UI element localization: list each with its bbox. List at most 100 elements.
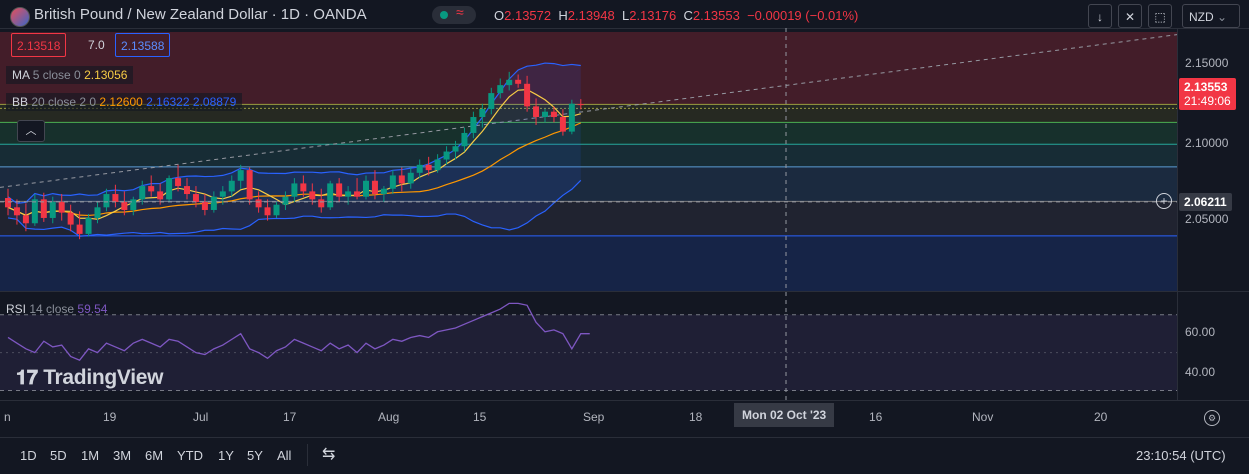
candle-body (345, 191, 352, 197)
candle-body (577, 104, 584, 106)
candle-body (479, 109, 486, 118)
fibonacci-zones (0, 28, 1249, 401)
fib-zone (0, 122, 1177, 145)
candle-body (103, 194, 110, 208)
candle-body (318, 199, 325, 208)
candle-body (94, 207, 101, 218)
date-tick: n (4, 410, 11, 424)
bb-basis-value: 2.12600 (99, 95, 143, 109)
sell-button[interactable]: 2.13518 (11, 33, 67, 57)
crosshair (0, 28, 1177, 400)
candles (5, 71, 584, 240)
range-1m[interactable]: 1M (81, 448, 100, 463)
candle-body (201, 202, 208, 210)
candle-body (336, 183, 343, 197)
symbol-title[interactable]: British Pound / New Zealand Dollar · 1D … (34, 6, 367, 23)
candle-body (139, 186, 146, 200)
range-ytd[interactable]: YTD (177, 448, 203, 463)
price-tick: 2.05000 (1185, 212, 1229, 226)
fib-zone (0, 144, 1177, 167)
rsi-legend[interactable]: RSI 14 close 59.54 (6, 302, 108, 316)
date-tick: 16 (869, 410, 883, 424)
candle-body (327, 183, 334, 208)
candle-body (22, 215, 29, 224)
date-range-calendar-icon[interactable]: ⇆ (322, 446, 336, 463)
collapse-legend-chevron-up-icon[interactable]: ︿ (17, 120, 45, 142)
candle-body (363, 180, 369, 197)
candle-body (550, 111, 557, 118)
close-value: 2.13553 (692, 8, 740, 23)
chevron-down-icon: ⌄ (1217, 10, 1228, 24)
utc-clock[interactable]: 23:10:54 (UTC) (1136, 448, 1226, 463)
crosshair-price-badge: 2.06211 (1179, 193, 1232, 211)
range-5d[interactable]: 5D (50, 448, 67, 463)
current-price-badge: 2.13553 21:49:06 (1179, 78, 1236, 110)
candle-body (380, 188, 387, 195)
candle-body (121, 202, 128, 210)
data-delay-wave-icon: ≈ (456, 4, 464, 20)
candle-body (85, 217, 92, 234)
symbol-flag-icon (10, 7, 30, 27)
candle-body (5, 198, 11, 208)
candle-body (255, 199, 262, 208)
ma-value: 2.13056 (84, 68, 128, 82)
candle-body (515, 79, 522, 84)
scroll-down-icon[interactable]: ↓ (1088, 4, 1112, 28)
candle-body (416, 164, 423, 173)
range-1d[interactable]: 1D (20, 448, 37, 463)
range-6m[interactable]: 6M (145, 448, 164, 463)
candle-body (219, 191, 226, 197)
date-tick: 18 (689, 410, 703, 424)
candle-body (49, 202, 56, 218)
price-tick: 2.10000 (1185, 136, 1229, 150)
date-tick: 19 (103, 410, 117, 424)
candle-body (434, 159, 441, 171)
market-open-dot-icon (440, 11, 448, 19)
candle-body (398, 175, 405, 184)
candle-body (542, 111, 548, 118)
bb-upper-value: 2.16322 (146, 95, 190, 109)
trend-line-dashed (0, 34, 1178, 188)
range-5y[interactable]: 5Y (247, 448, 263, 463)
range-3m[interactable]: 3M (113, 448, 132, 463)
range-1y[interactable]: 1Y (218, 448, 234, 463)
candle-body (407, 172, 414, 184)
candle-body (13, 207, 20, 216)
candle-body (470, 117, 477, 133)
bottom-toolbar (0, 437, 1249, 474)
add-plus-icon[interactable]: + (1156, 193, 1172, 209)
market-status-pill[interactable] (432, 6, 476, 24)
high-value: 2.13948 (567, 8, 615, 23)
bb-lower-value: 2.08879 (192, 95, 237, 109)
range-all[interactable]: All (277, 448, 292, 463)
date-tick: Jul (193, 410, 209, 424)
ma-legend[interactable]: MA 5 close 0 2.13056 (6, 66, 134, 84)
candle-body (130, 199, 137, 210)
candle-body (175, 178, 182, 187)
candle-body (524, 83, 531, 107)
candle-body (506, 79, 513, 86)
spread-value: 7.0 (88, 38, 105, 52)
date-tick: 20 (1094, 410, 1108, 424)
ohlc-readout: O2.13572 H2.13948 L2.13176 C2.13553 −0.0… (494, 8, 859, 23)
rsi-tick: 40.00 (1185, 365, 1216, 379)
candle-body (282, 196, 289, 205)
fib-zone (0, 32, 1177, 105)
buy-button[interactable]: 2.13588 (115, 33, 171, 57)
settings-gear-icon[interactable]: ⚙ (1204, 410, 1220, 426)
candle-body (443, 151, 450, 160)
candle-body (58, 202, 65, 213)
crosshair-date-badge: Mon 02 Oct '23 (734, 403, 835, 427)
candle-body (246, 170, 253, 200)
rsi-tick: 60.00 (1185, 325, 1216, 339)
rsi-value: 59.54 (77, 302, 108, 316)
change-value: −0.00019 (−0.01%) (747, 8, 859, 23)
collapse-icon[interactable]: ✕ (1118, 4, 1142, 28)
candle-body (31, 199, 38, 224)
currency-select[interactable]: NZD ⌄ (1182, 4, 1240, 28)
tradingview-logo[interactable]: 𝟏𝟕 TradingView (16, 366, 164, 389)
bb-legend[interactable]: BB 20 close 2 0 2.12600 2.16322 2.08879 (6, 93, 243, 111)
candle-body (309, 191, 316, 200)
fullscreen-icon[interactable]: ⬚ (1148, 4, 1172, 28)
